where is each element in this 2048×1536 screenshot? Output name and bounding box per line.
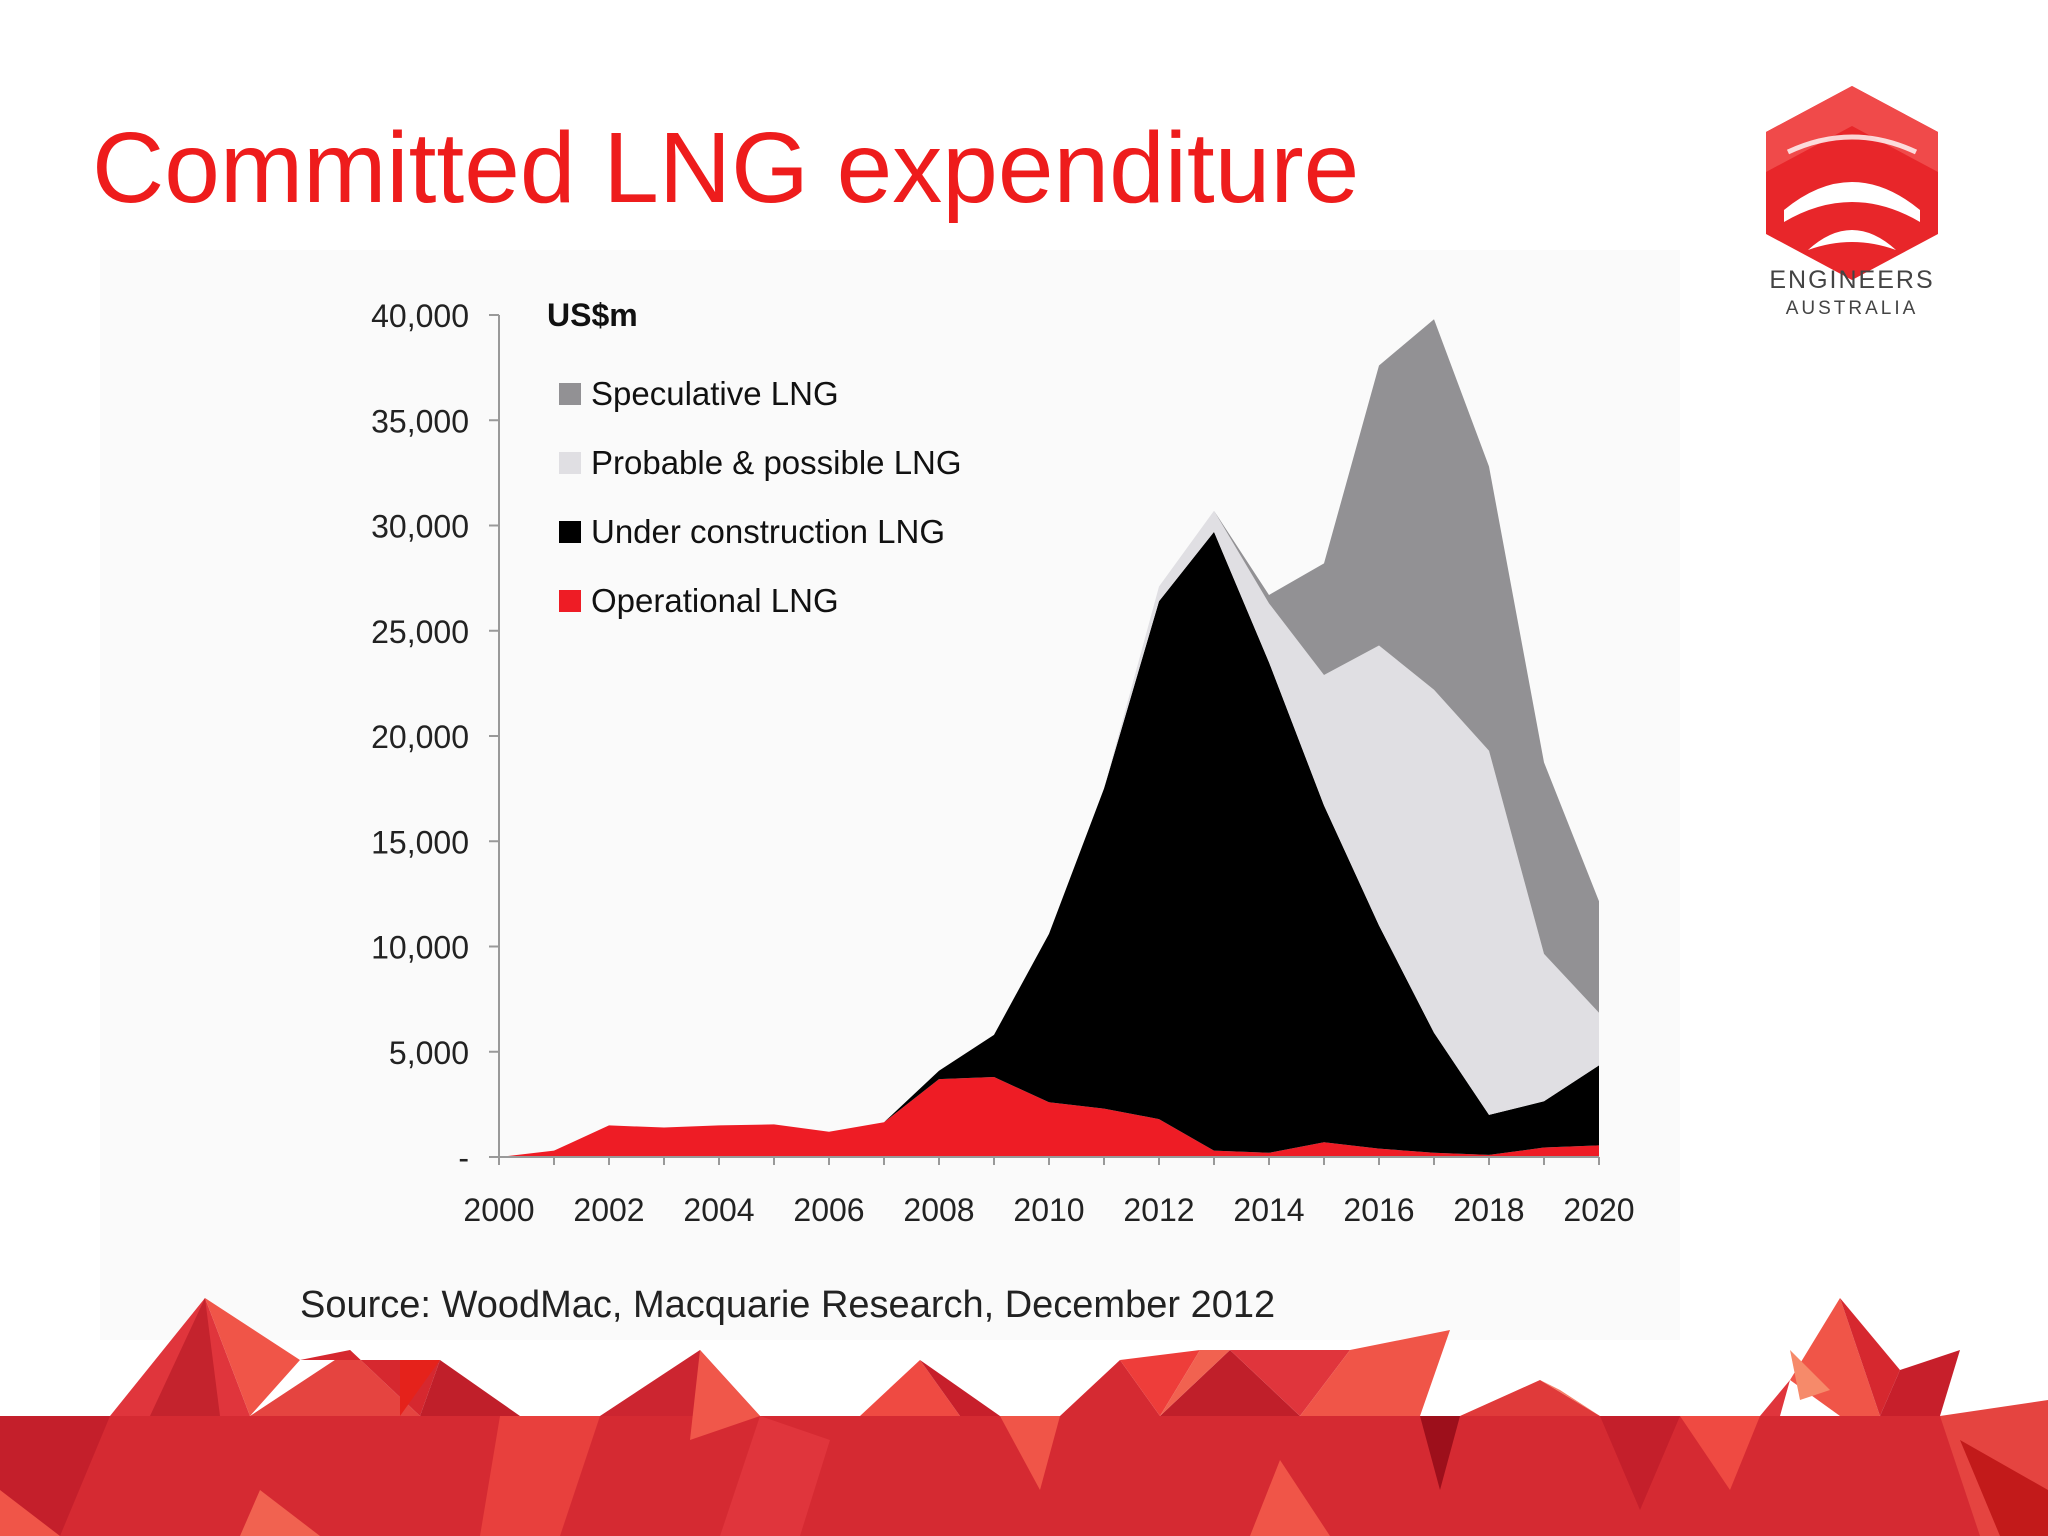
y-tick-label: 20,000 [371,719,469,755]
y-tick-label: 5,000 [389,1035,469,1071]
legend-label: Probable & possible LNG [591,444,962,481]
stacked-area-chart: - 5,000 10,000 15,000 20,000 25,000 30,000 35,0… [371,297,1634,1228]
x-tick-label: 2008 [903,1192,974,1228]
legend-swatch [559,521,581,543]
legend-label: Operational LNG [591,582,839,619]
y-tick-label: 25,000 [371,614,469,650]
legend-swatch [559,590,581,612]
x-tick-label: 2012 [1123,1192,1194,1228]
x-tick-label: 2002 [573,1192,644,1228]
x-tick-label: 2014 [1233,1192,1304,1228]
chart-panel: - 5,000 10,000 15,000 20,000 25,000 30,000 35,0… [100,250,1680,1340]
chart-source-note: Source: WoodMac, Macquarie Research, Dec… [300,1284,1276,1326]
logo-wordmark-line2: AUSTRALIA [1785,298,1919,319]
legend-swatch [559,452,581,474]
engineers-australia-logo-icon [1766,86,1938,280]
legend-swatch [559,383,581,405]
y-tick-label: 15,000 [371,824,469,860]
x-tick-label: 2016 [1343,1192,1414,1228]
x-tick-label: 2006 [793,1192,864,1228]
y-tick-label: 40,000 [371,298,469,334]
x-tick-label: 2018 [1453,1192,1524,1228]
y-tick-label: 10,000 [371,930,469,966]
area-series-1 [499,1077,1599,1157]
y-tick-label: 30,000 [371,509,469,545]
unit-label: US$m [547,297,638,333]
legend-label: Under construction LNG [591,513,945,550]
area-series-3 [499,510,1599,1157]
geometric-banner-decoration [0,1298,2048,1536]
logo-wordmark-line1: ENGINEERS [1769,266,1935,294]
y-tick-label: 35,000 [371,403,469,439]
x-tick-label: 2010 [1013,1192,1084,1228]
legend-label: Speculative LNG [591,375,839,412]
area-series-2 [499,531,1599,1157]
slide-title: Committed LNG expenditure [92,112,1360,224]
x-tick-label: 2000 [463,1192,534,1228]
x-tick-label: 2020 [1563,1192,1634,1228]
x-tick-label: 2004 [683,1192,754,1228]
y-tick-label: - [458,1140,469,1176]
